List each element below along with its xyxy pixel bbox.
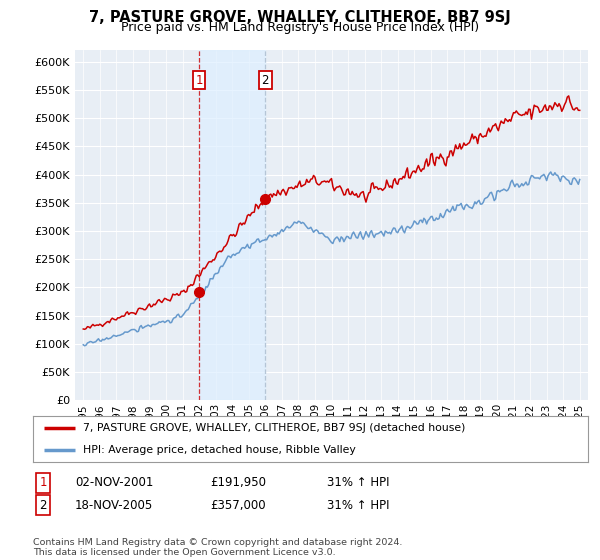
Text: 31% ↑ HPI: 31% ↑ HPI — [327, 476, 389, 489]
Text: 18-NOV-2005: 18-NOV-2005 — [75, 498, 153, 512]
Text: £191,950: £191,950 — [210, 476, 266, 489]
Bar — [199, 50, 265, 400]
Text: HPI: Average price, detached house, Ribble Valley: HPI: Average price, detached house, Ribb… — [83, 445, 356, 455]
Text: 7, PASTURE GROVE, WHALLEY, CLITHEROE, BB7 9SJ: 7, PASTURE GROVE, WHALLEY, CLITHEROE, BB… — [89, 10, 511, 25]
Text: Price paid vs. HM Land Registry's House Price Index (HPI): Price paid vs. HM Land Registry's House … — [121, 21, 479, 34]
Text: 02-NOV-2001: 02-NOV-2001 — [75, 476, 154, 489]
Text: 2: 2 — [262, 74, 269, 87]
Text: 7, PASTURE GROVE, WHALLEY, CLITHEROE, BB7 9SJ (detached house): 7, PASTURE GROVE, WHALLEY, CLITHEROE, BB… — [83, 423, 466, 433]
Text: £357,000: £357,000 — [210, 498, 266, 512]
Text: 1: 1 — [40, 476, 47, 489]
Text: 31% ↑ HPI: 31% ↑ HPI — [327, 498, 389, 512]
Text: Contains HM Land Registry data © Crown copyright and database right 2024.
This d: Contains HM Land Registry data © Crown c… — [33, 538, 403, 557]
Text: 2: 2 — [40, 498, 47, 512]
Text: 1: 1 — [196, 74, 203, 87]
